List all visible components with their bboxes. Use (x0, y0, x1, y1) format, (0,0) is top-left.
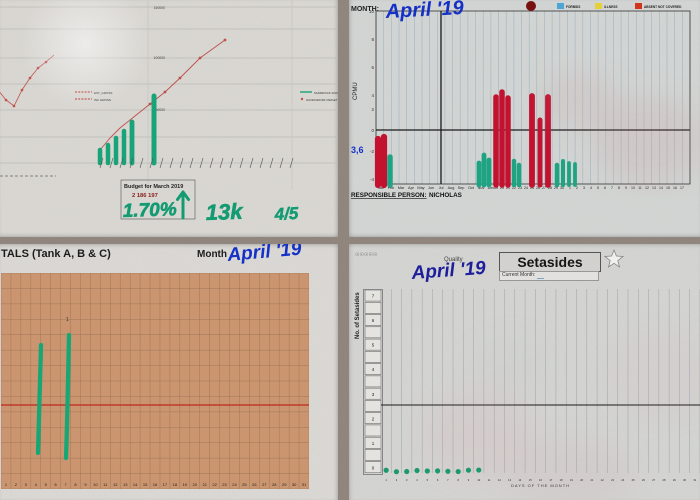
svg-text:8: 8 (74, 482, 77, 487)
svg-text:4: 4 (35, 482, 38, 487)
svg-text:1.70%: 1.70% (122, 199, 177, 222)
svg-text:30: 30 (683, 478, 686, 482)
svg-text:22: 22 (212, 482, 217, 487)
svg-text:21: 21 (591, 478, 594, 482)
svg-text:7: 7 (447, 478, 449, 482)
svg-text:25: 25 (242, 482, 247, 487)
svg-text:14: 14 (518, 478, 521, 482)
svg-text:9: 9 (84, 482, 87, 487)
svg-text:16: 16 (539, 478, 542, 482)
svg-text:18: 18 (173, 482, 178, 487)
svg-text:27: 27 (652, 478, 655, 482)
svg-text:29: 29 (282, 482, 287, 487)
svg-text:18: 18 (560, 478, 563, 482)
svg-text:29: 29 (673, 478, 676, 482)
svg-text:12: 12 (113, 482, 118, 487)
svg-text:14: 14 (133, 482, 138, 487)
svg-text:8: 8 (457, 478, 459, 482)
svg-text:19: 19 (570, 478, 573, 482)
svg-text:15: 15 (529, 478, 532, 482)
svg-text:24: 24 (232, 482, 237, 487)
svg-text:27: 27 (262, 482, 267, 487)
svg-text:13k: 13k (205, 199, 244, 225)
svg-text:5: 5 (427, 478, 429, 482)
svg-text:5: 5 (45, 482, 48, 487)
svg-text:26: 26 (252, 482, 257, 487)
svg-text:17: 17 (549, 478, 552, 482)
svg-text:24: 24 (621, 478, 624, 482)
svg-text:13: 13 (123, 482, 128, 487)
svg-text:25: 25 (632, 478, 635, 482)
svg-text:1: 1 (385, 478, 387, 482)
svg-text:6: 6 (437, 478, 439, 482)
svg-text:17: 17 (163, 482, 168, 487)
svg-text:11: 11 (488, 478, 491, 482)
svg-text:26: 26 (642, 478, 645, 482)
svg-text:10: 10 (477, 478, 480, 482)
svg-text:23: 23 (222, 482, 227, 487)
svg-text:15: 15 (143, 482, 148, 487)
svg-text:31: 31 (302, 482, 307, 487)
svg-text:3,6: 3,6 (351, 145, 364, 155)
svg-text:2: 2 (396, 478, 398, 482)
svg-text:30: 30 (292, 482, 297, 487)
svg-text:9: 9 (468, 478, 470, 482)
svg-text:3: 3 (406, 478, 408, 482)
svg-text:2: 2 (15, 482, 18, 487)
svg-text:28: 28 (272, 482, 277, 487)
svg-text:21: 21 (202, 482, 207, 487)
svg-text:1: 1 (66, 317, 69, 323)
svg-text:31: 31 (693, 478, 696, 482)
svg-text:6: 6 (54, 482, 57, 487)
svg-text:4: 4 (416, 478, 418, 482)
svg-text:19: 19 (183, 482, 188, 487)
svg-text:April '19: April '19 (384, 0, 465, 23)
svg-text:20: 20 (580, 478, 583, 482)
svg-text:23: 23 (611, 478, 614, 482)
svg-text:1: 1 (5, 482, 8, 487)
svg-text:16: 16 (153, 482, 158, 487)
svg-text:4/5: 4/5 (273, 204, 299, 224)
svg-text:7: 7 (64, 482, 67, 487)
svg-text:22: 22 (601, 478, 604, 482)
svg-text:28: 28 (663, 478, 666, 482)
svg-text:11: 11 (103, 482, 108, 487)
svg-text:3: 3 (25, 482, 28, 487)
svg-text:20: 20 (192, 482, 197, 487)
svg-text:10: 10 (93, 482, 98, 487)
svg-text:12: 12 (498, 478, 501, 482)
svg-text:13: 13 (508, 478, 511, 482)
